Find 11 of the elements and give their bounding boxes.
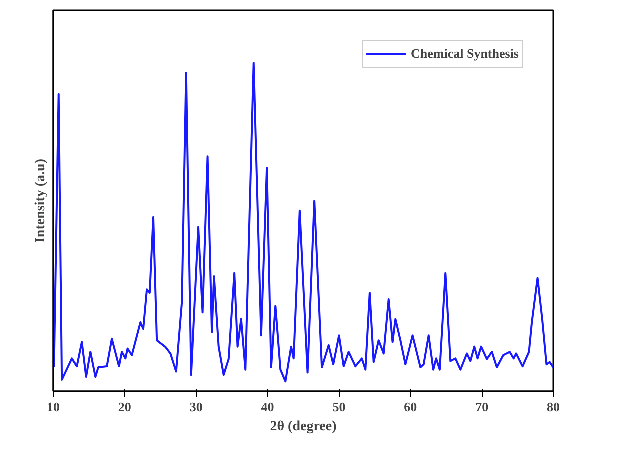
x-tick-label: 50 xyxy=(332,400,346,414)
legend-label: Chemical Synthesis xyxy=(411,46,519,62)
x-tick-label: 30 xyxy=(190,400,203,414)
x-tick-label: 10 xyxy=(47,400,60,414)
x-tick-label: 70 xyxy=(476,400,489,414)
x-tick-label: 60 xyxy=(404,400,418,414)
x-tick-label: 80 xyxy=(547,400,560,414)
x-tick-label: 20 xyxy=(118,400,132,414)
y-axis-title: Intensity (a.u) xyxy=(34,158,48,244)
x-tick-label: 40 xyxy=(261,400,274,414)
x-axis-title: 2θ (degree) xyxy=(270,420,338,434)
